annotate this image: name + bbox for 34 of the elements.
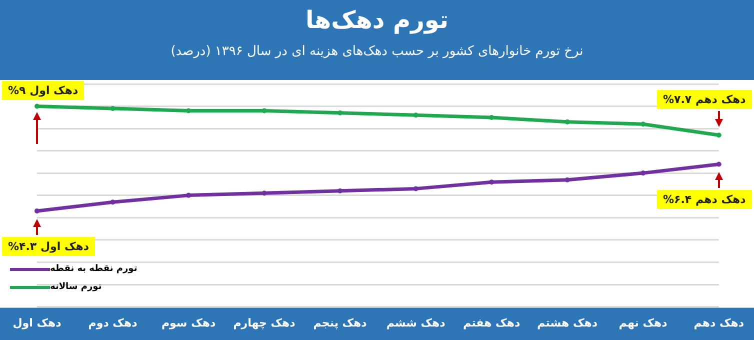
point: [262, 108, 267, 114]
x-tick-label: دهک هشتم: [537, 316, 598, 330]
x-tick-label: دهک هفتم: [463, 316, 520, 330]
annotation: دهک اول ۹%: [2, 81, 84, 100]
x-tick-label: دهک ششم: [386, 316, 446, 330]
x-tick-label: دهک نهم: [618, 316, 668, 330]
x-tick-label: دهک دوم: [88, 316, 138, 330]
point: [716, 162, 722, 167]
point: [110, 200, 116, 205]
annotation: دهک دهم ۷.۷%: [657, 90, 752, 110]
x-tick-label: دهک چهارم: [233, 316, 296, 330]
chart-subtitle: نرخ تورم خانوارهای کشور بر حسب دهک‌های هزینه ای در سال ۱۳۹۶ (درصد): [170, 44, 584, 59]
annotation: دهک دهم ۶.۴%: [657, 190, 752, 210]
x-tick-label: دهک دهم: [694, 316, 744, 330]
point: [413, 186, 418, 192]
legend-label: تورم سالانه: [50, 282, 102, 292]
point: [413, 112, 418, 118]
legend-label: تورم نقطه به نقطه: [50, 264, 138, 274]
chart-title: تورم دهک‌ها: [304, 6, 450, 34]
point: [640, 122, 646, 127]
point: [564, 177, 570, 182]
point: [34, 104, 40, 109]
point: [262, 190, 267, 196]
x-tick-label: دهک سوم: [161, 316, 216, 330]
annotation: دهک اول ۴.۳%: [2, 236, 95, 256]
point: [489, 180, 494, 185]
point: [564, 119, 570, 124]
point: [489, 115, 494, 120]
point: [34, 208, 40, 214]
x-tick-label: دهک پنجم: [313, 316, 368, 330]
point: [716, 132, 722, 138]
point: [110, 106, 116, 111]
point: [338, 110, 343, 116]
x-tick-label: دهک اول: [12, 316, 62, 330]
